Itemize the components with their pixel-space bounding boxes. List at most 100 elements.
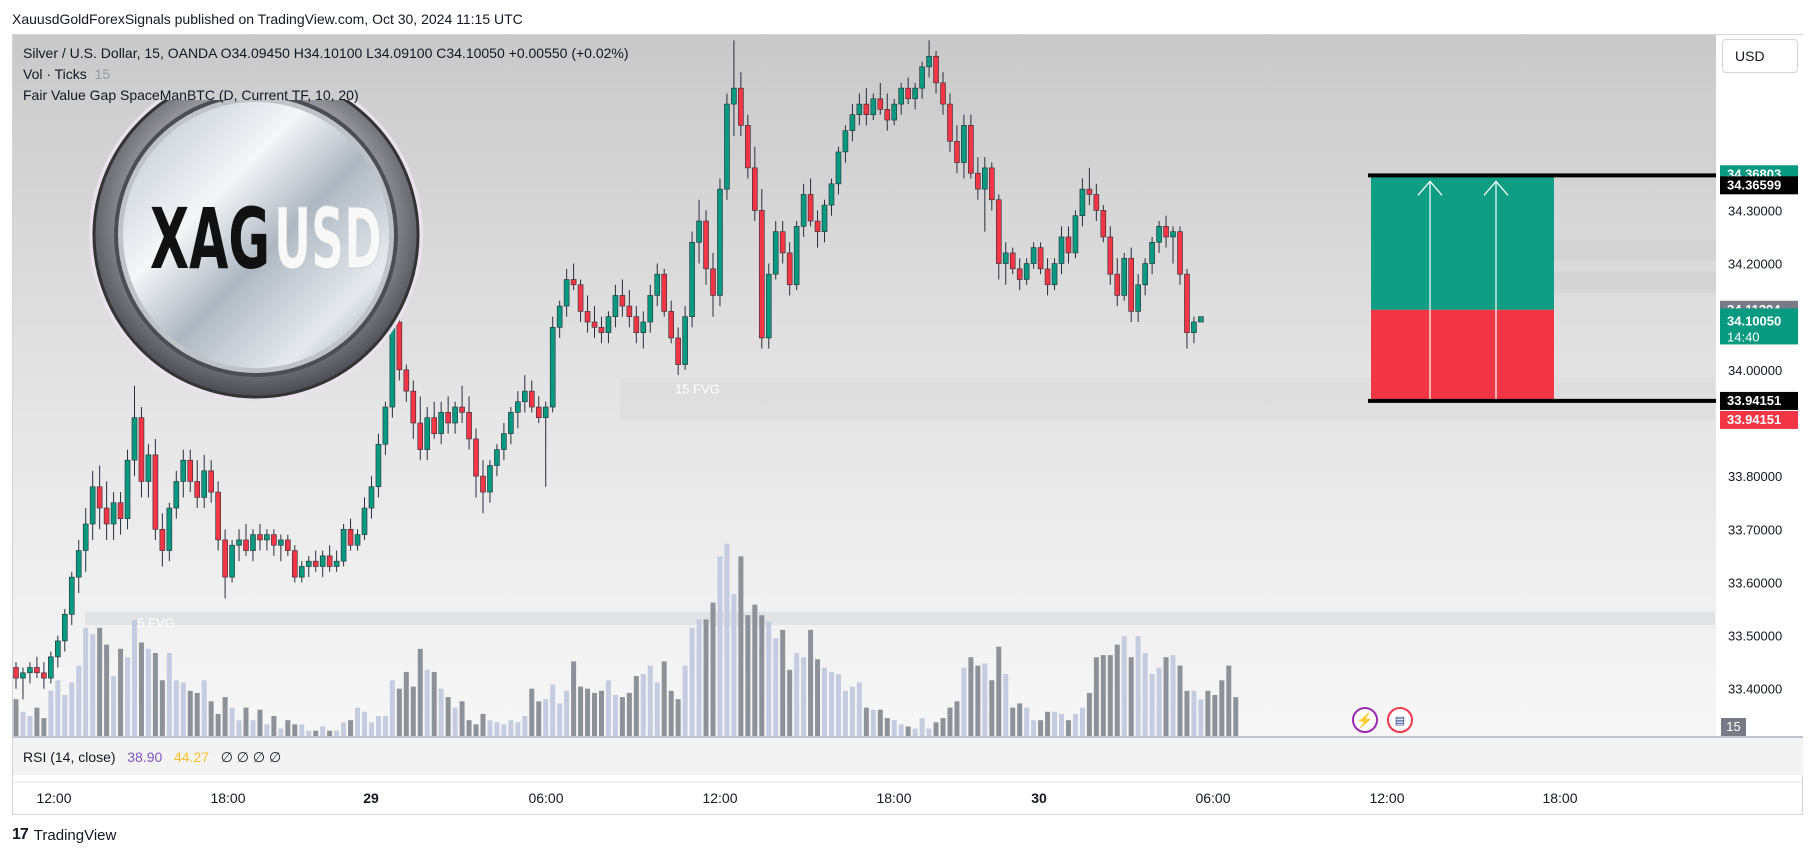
- candle-body: [271, 534, 277, 546]
- volume-bar: [968, 657, 974, 737]
- volume-bar: [682, 665, 688, 737]
- candle-body: [236, 539, 242, 546]
- volume-bar: [111, 676, 117, 737]
- candle-body: [975, 172, 981, 190]
- price-label-text: 34.10050: [1727, 313, 1781, 328]
- candle-body: [417, 422, 424, 450]
- candle-body: [535, 406, 542, 418]
- candle-body: [1142, 263, 1148, 286]
- candle-body: [333, 560, 340, 567]
- candle-body: [549, 327, 556, 408]
- candle-body: [166, 507, 173, 551]
- lightning-event-icon[interactable]: ⚡: [1352, 707, 1378, 733]
- volume-bar: [1010, 707, 1016, 737]
- volume-bar: [487, 720, 493, 737]
- fvg-label: 15 FVG: [130, 615, 175, 630]
- volume-legend[interactable]: Vol · Ticks 15: [23, 66, 110, 82]
- candle-body: [570, 279, 577, 286]
- volume-bar: [529, 688, 535, 737]
- volume-bar: [815, 659, 821, 737]
- volume-bar: [619, 697, 625, 737]
- rsi-legend[interactable]: RSI (14, close) 38.90 44.27 ∅ ∅ ∅ ∅: [23, 749, 281, 766]
- volume-bar: [835, 674, 841, 737]
- volume-bar: [787, 669, 793, 737]
- candle-body: [961, 125, 967, 163]
- candle-body: [410, 390, 417, 424]
- volume-bar: [870, 709, 876, 737]
- volume-bar: [612, 695, 618, 737]
- volume-bar: [69, 682, 75, 737]
- target-zone: [1371, 175, 1554, 310]
- volume-bar: [1233, 697, 1239, 737]
- candle-body: [968, 125, 974, 174]
- candle-body: [745, 125, 751, 169]
- candle-body: [821, 204, 828, 232]
- candle-body: [89, 486, 96, 525]
- volume-bar: [180, 682, 186, 737]
- volume-bar: [341, 722, 347, 737]
- candle-body: [1156, 226, 1162, 243]
- volume-bar: [222, 697, 228, 737]
- volume-scale-badge: 15: [1721, 718, 1746, 736]
- candle-body: [1093, 194, 1100, 211]
- candle-body: [528, 390, 535, 408]
- volume-bar: [382, 716, 388, 737]
- candle-body: [1114, 273, 1121, 296]
- volume-bar: [348, 720, 354, 737]
- candle-body: [201, 470, 207, 498]
- volume-bar: [598, 690, 604, 737]
- candle-body: [494, 449, 500, 466]
- candle-body: [431, 417, 438, 434]
- volume-bar: [759, 615, 765, 737]
- volume-bar: [745, 615, 751, 737]
- indicator-legend[interactable]: Fair Value Gap SpaceManBTC (D, Current T…: [23, 87, 359, 103]
- volume-bar: [97, 627, 103, 737]
- candle-body: [291, 550, 298, 578]
- logo-text-xag: XAG: [150, 190, 270, 288]
- price-tick-label: 33.40000: [1728, 682, 1782, 697]
- candle-body: [1016, 268, 1023, 280]
- volume-bar: [1114, 644, 1120, 737]
- volume-bar: [292, 724, 298, 737]
- candle-body: [375, 443, 382, 488]
- volume-bar: [828, 671, 834, 737]
- volume-bar: [459, 701, 465, 737]
- candle-body: [605, 316, 612, 333]
- volume-bar: [752, 604, 758, 737]
- us-flag-icon[interactable]: ▤: [1387, 707, 1413, 733]
- candle-body: [110, 502, 117, 525]
- volume-bar: [27, 716, 33, 737]
- candle-body: [898, 87, 904, 105]
- candle-body: [633, 316, 640, 333]
- volume-bar: [640, 674, 646, 737]
- candle-body: [326, 555, 333, 567]
- volume-bar: [250, 720, 256, 737]
- candle-body: [1149, 241, 1155, 264]
- volume-bar: [550, 684, 556, 737]
- volume-bar: [1142, 653, 1148, 737]
- long-arrow-head: [1483, 180, 1509, 196]
- symbol-legend[interactable]: Silver / U.S. Dollar, 15, OANDA O34.0945…: [23, 45, 629, 61]
- volume-bar: [1198, 699, 1204, 737]
- currency-button[interactable]: USD: [1722, 39, 1798, 73]
- candle-body: [940, 82, 946, 105]
- volume-bar: [76, 665, 82, 737]
- volume-bar: [243, 707, 249, 737]
- volume-bar: [773, 638, 779, 737]
- candle-body: [856, 103, 863, 116]
- volume-bar: [982, 663, 988, 737]
- volume-bar: [145, 648, 151, 737]
- volume-bar: [327, 730, 333, 737]
- volume-bar: [731, 594, 737, 737]
- candle-body: [508, 412, 514, 434]
- volume-bar: [299, 724, 305, 737]
- candle-body: [1044, 268, 1051, 286]
- candle-body: [124, 459, 131, 519]
- candle-body: [1177, 231, 1183, 275]
- footer[interactable]: 17 TradingView: [12, 826, 116, 844]
- candle-body: [34, 667, 40, 674]
- volume-bar: [306, 730, 312, 737]
- candle-body: [278, 539, 284, 546]
- volume-bar: [1059, 713, 1064, 737]
- candle-body: [305, 560, 312, 567]
